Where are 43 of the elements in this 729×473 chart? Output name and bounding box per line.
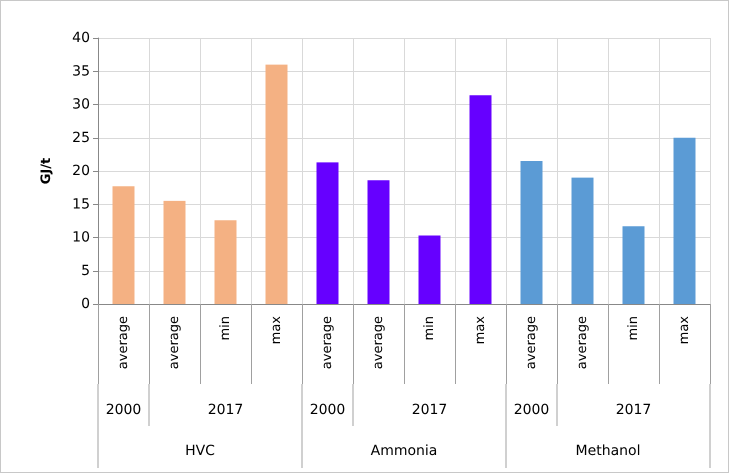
bar: [368, 180, 390, 304]
bar: [622, 226, 644, 304]
x-tick-label: average: [167, 316, 182, 370]
y-tick-label: 10: [72, 230, 90, 246]
x-tick-label: min: [422, 316, 437, 341]
text: 2000: [514, 402, 550, 418]
y-tick-label: 30: [72, 96, 90, 112]
y-axis-title: GJ/t: [39, 158, 54, 184]
x-tick-label: average: [371, 316, 386, 370]
text: 2000: [310, 402, 346, 418]
x-tick-label: average: [524, 316, 539, 370]
y-tick-label: 20: [72, 163, 90, 179]
text: 2017: [616, 402, 652, 418]
text: HVC: [185, 443, 216, 459]
x-tick-label: min: [218, 316, 233, 341]
bar: [214, 220, 236, 304]
x-tick-label: average: [116, 316, 131, 370]
x-tick-label: average: [575, 316, 590, 370]
bar: [520, 161, 542, 304]
bar: [572, 178, 594, 304]
text: Ammonia: [370, 443, 438, 459]
text: Methanol: [576, 443, 640, 459]
x-tick-label: max: [473, 316, 488, 344]
y-tick-label: 35: [72, 63, 90, 80]
x-tick-label: min: [626, 316, 641, 341]
text: 2000: [106, 402, 142, 418]
bar: [418, 236, 440, 304]
y-tick-label: 0: [81, 296, 90, 312]
bar: [164, 200, 186, 304]
text: 2017: [208, 402, 244, 418]
y-tick-label: 40: [72, 30, 90, 46]
y-tick-label: 5: [81, 262, 90, 279]
bar: [266, 64, 288, 304]
x-tick-label: max: [269, 316, 284, 344]
x-tick-label: average: [320, 316, 335, 370]
bar: [316, 162, 338, 304]
bar: [112, 186, 134, 304]
text: 2017: [412, 402, 448, 418]
y-tick-label: 25: [72, 130, 90, 146]
bar: [674, 138, 696, 304]
x-tick-label: max: [677, 316, 692, 344]
y-tick-label: 15: [72, 196, 90, 212]
bar: [470, 95, 492, 304]
